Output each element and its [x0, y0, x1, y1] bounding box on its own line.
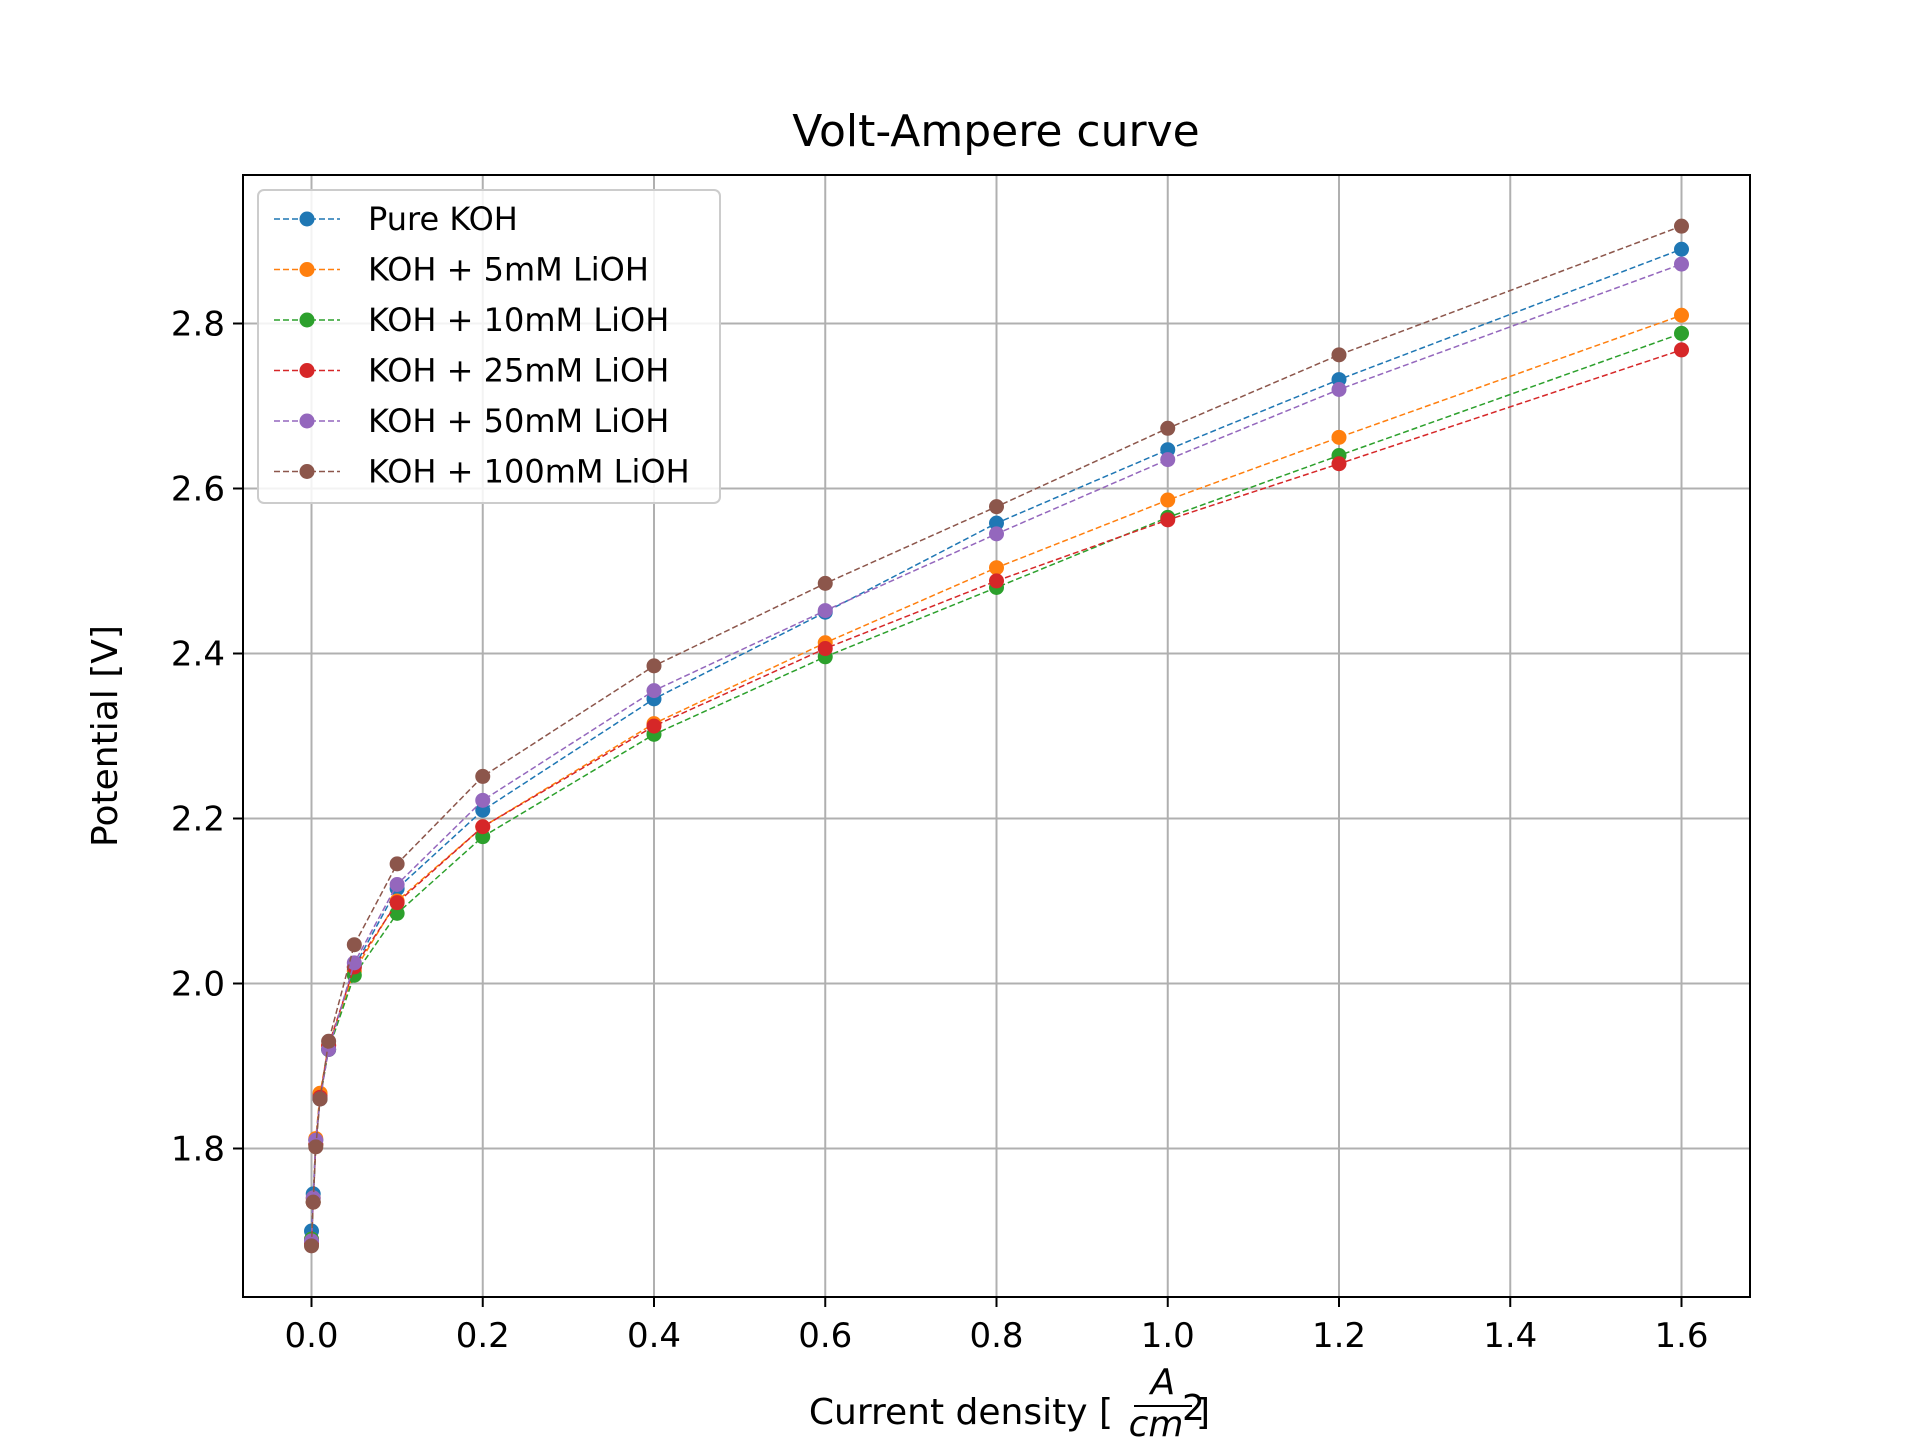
legend-swatch-marker — [299, 312, 315, 328]
series-line-0 — [310, 248, 1682, 1232]
y-tick-label: 1.8 — [171, 1130, 225, 1170]
legend-swatch-marker — [299, 464, 315, 479]
x-axis-label-text: Current density [ — [809, 1392, 1113, 1433]
x-axis-label-denominator: cm — [1129, 1404, 1184, 1440]
x-axis-ticks: 0.0 0.2 0.4 0.6 0.8 1.0 1.2 1.4 1.6 — [284, 1297, 1709, 1356]
series-line-3 — [310, 349, 1682, 1244]
data-point — [475, 792, 491, 808]
data-point — [305, 1194, 321, 1210]
series-group — [304, 218, 1689, 1254]
legend-label: KOH + 5mM LiOH — [368, 251, 649, 289]
data-point — [475, 768, 491, 784]
chart-title: Volt-Ampere curve — [792, 106, 1199, 157]
legend-swatch-marker — [299, 211, 315, 227]
data-point — [989, 560, 1004, 576]
x-tick-label: 1.2 — [1312, 1316, 1366, 1356]
data-point — [389, 856, 405, 872]
y-axis-label: Potential [V] — [85, 625, 126, 847]
data-point — [1331, 429, 1347, 445]
data-point — [308, 1139, 324, 1155]
series-line-4 — [310, 263, 1682, 1241]
x-tick-label: 0.8 — [969, 1316, 1023, 1356]
legend-label: Pure KOH — [368, 200, 518, 238]
x-tick-label: 1.6 — [1654, 1316, 1708, 1356]
x-tick-label: 1.0 — [1141, 1316, 1195, 1356]
data-point — [1674, 218, 1689, 234]
y-axis-ticks: 1.8 2.0 2.2 2.4 2.6 2.8 — [171, 305, 243, 1170]
legend-swatch-marker — [299, 262, 315, 277]
data-point — [346, 955, 362, 971]
y-tick-label: 2.2 — [171, 800, 225, 840]
data-point — [475, 819, 491, 835]
y-tick-label: 2.6 — [171, 470, 225, 510]
y-tick-label: 2.0 — [171, 965, 225, 1005]
data-point — [817, 575, 833, 591]
data-point — [989, 573, 1004, 589]
data-point — [646, 718, 662, 734]
data-point — [389, 905, 405, 921]
x-axis-label-close: ] — [1196, 1392, 1210, 1433]
data-point — [1160, 452, 1176, 468]
data-point — [646, 658, 662, 674]
data-point — [817, 603, 833, 619]
data-point — [1674, 307, 1689, 323]
legend-label: KOH + 10mM LiOH — [368, 301, 669, 339]
legend-box — [257, 189, 721, 504]
x-tick-label: 0.0 — [284, 1316, 338, 1356]
data-point — [989, 526, 1004, 542]
legend-swatch-marker — [299, 413, 315, 429]
grid — [243, 175, 1750, 1297]
data-point — [1674, 241, 1689, 257]
data-point — [1160, 512, 1176, 528]
x-tick-label: 0.6 — [798, 1316, 852, 1356]
legend: Pure KOH KOH + 5mM LiOH KOH + 10mM LiOH KOH… — [257, 189, 721, 504]
x-axis-label: Current density [ A cm 2 ] — [809, 1362, 1210, 1440]
data-point — [1674, 325, 1689, 341]
data-point — [346, 937, 362, 953]
data-point — [312, 1091, 328, 1107]
y-tick-label: 2.8 — [171, 305, 225, 345]
data-point — [389, 877, 405, 892]
data-point — [321, 1033, 337, 1049]
legend-label: KOH + 50mM LiOH — [368, 402, 669, 440]
data-point — [389, 895, 405, 911]
data-point — [1674, 256, 1689, 272]
data-point — [1160, 420, 1176, 436]
data-point — [1674, 342, 1689, 358]
x-tick-label: 0.2 — [456, 1316, 510, 1356]
data-point — [989, 515, 1004, 531]
data-point — [1160, 492, 1176, 508]
x-tick-label: 0.4 — [627, 1316, 681, 1356]
data-point — [304, 1238, 319, 1254]
x-tick-label: 1.4 — [1483, 1316, 1537, 1356]
data-point — [1331, 347, 1347, 363]
data-point — [817, 641, 833, 657]
legend-swatch-marker — [299, 363, 315, 378]
x-axis-label-numerator: A — [1149, 1362, 1176, 1403]
y-tick-label: 2.4 — [171, 635, 225, 675]
data-point — [989, 499, 1004, 515]
data-point — [1331, 382, 1347, 397]
legend-label: KOH + 100mM LiOH — [368, 453, 690, 491]
data-point — [646, 683, 662, 699]
legend-label: KOH + 25mM LiOH — [368, 352, 669, 390]
data-point — [1331, 456, 1347, 472]
x-axis-label-superscript: 2 — [1182, 1388, 1205, 1429]
